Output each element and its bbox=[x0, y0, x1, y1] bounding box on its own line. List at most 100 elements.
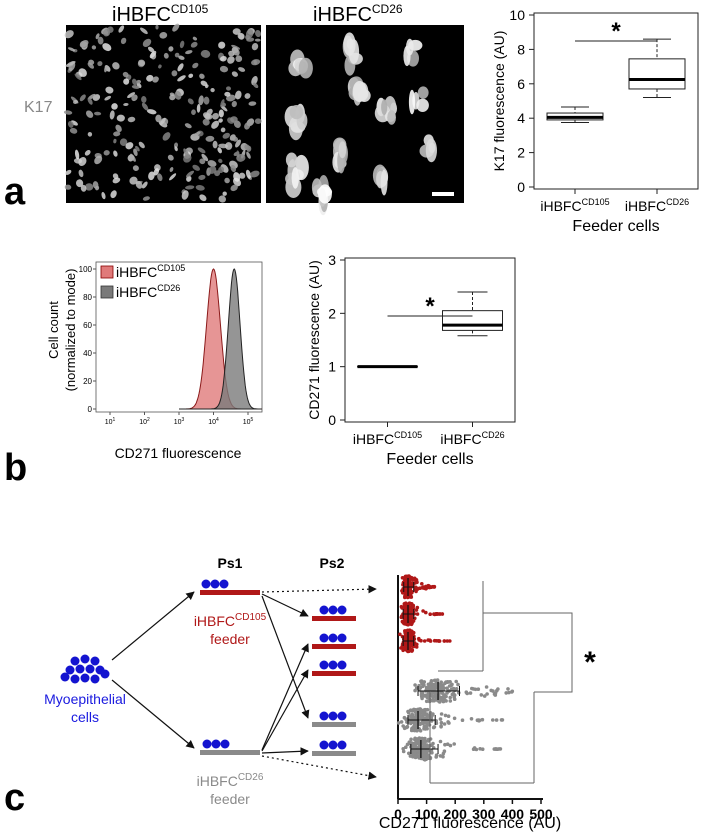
swarm-point bbox=[408, 647, 413, 652]
y-tick-label: 4 bbox=[517, 110, 525, 126]
histogram-ylabel-1: Cell count bbox=[46, 301, 61, 359]
swarm-point bbox=[415, 580, 419, 585]
swarm-point bbox=[420, 681, 424, 686]
swarm-point bbox=[446, 720, 450, 724]
swarm-point bbox=[415, 612, 420, 616]
y-tick-label: 6 bbox=[517, 76, 525, 92]
micrograph-title-cd26: iHBFCCD26 bbox=[313, 2, 403, 26]
swarm-point bbox=[445, 639, 450, 643]
swarm-point bbox=[425, 714, 430, 719]
histogram-series bbox=[179, 268, 262, 410]
swarm-point bbox=[411, 753, 416, 758]
swarm-point bbox=[478, 747, 482, 751]
swarm-point bbox=[409, 714, 414, 719]
swarm-point bbox=[491, 689, 495, 693]
swarm-point bbox=[449, 687, 454, 691]
swarm-point bbox=[465, 691, 470, 696]
swarm-point bbox=[404, 745, 408, 749]
swarm-point bbox=[409, 622, 414, 627]
y-tick-label: 1 bbox=[328, 359, 336, 375]
swarm-x-axis-label: CD271 fluorescence (AU) bbox=[379, 815, 561, 832]
swarm-point bbox=[400, 576, 405, 580]
swarm-point bbox=[435, 612, 439, 616]
swarm-point bbox=[424, 610, 428, 615]
plate-ps2-cd26 bbox=[312, 751, 356, 756]
feeder-label-cd26: iHBFCCD26 bbox=[197, 772, 264, 789]
swarm-point bbox=[470, 686, 474, 691]
swarm-point bbox=[413, 741, 418, 745]
swarm-point bbox=[438, 739, 443, 744]
cell-dot bbox=[337, 605, 347, 615]
swarm-point bbox=[423, 749, 428, 754]
swarm-point bbox=[424, 725, 429, 729]
swarm-point bbox=[435, 678, 440, 682]
swarm-point bbox=[439, 712, 444, 716]
cell-dot bbox=[70, 656, 80, 666]
swarm-point bbox=[412, 707, 416, 712]
histogram-x-tick-label: 104 bbox=[208, 417, 219, 426]
plate-ps2-cd105 bbox=[312, 644, 356, 649]
swarm-point bbox=[449, 683, 454, 688]
y-tick-label: 3 bbox=[328, 252, 336, 268]
swarm-point bbox=[442, 749, 447, 753]
swarm-point bbox=[439, 720, 444, 725]
passage-diagram bbox=[111, 579, 377, 780]
swarm-point bbox=[441, 699, 446, 704]
swarm-x-tick-label: 100 bbox=[415, 806, 439, 822]
swarm-point bbox=[434, 755, 439, 759]
cell-dot bbox=[75, 664, 85, 674]
arrow-ps1-ps2 bbox=[261, 643, 309, 751]
swarm-x-tick-label: 300 bbox=[472, 806, 496, 822]
swarm-point bbox=[413, 683, 417, 687]
arrow-ps1-ps2 bbox=[261, 747, 309, 756]
swarm-point bbox=[420, 692, 425, 697]
arrow-dotted-cd26 bbox=[261, 755, 377, 780]
plate-ps2-cd105 bbox=[312, 616, 356, 621]
swarm-point bbox=[406, 709, 411, 714]
swarm-point bbox=[482, 694, 487, 698]
swarm-point bbox=[445, 691, 449, 695]
swarm-point bbox=[432, 585, 436, 589]
swarm-x-tick-label: 0 bbox=[394, 806, 402, 822]
arrow-to-cd105 bbox=[111, 591, 195, 661]
cell-dot bbox=[210, 579, 220, 589]
swarm-point bbox=[425, 688, 429, 693]
cell-dot bbox=[319, 711, 329, 721]
swarm-point bbox=[425, 743, 429, 747]
swarm-point bbox=[507, 690, 511, 695]
swarm-point bbox=[406, 602, 411, 606]
swarm-point bbox=[412, 720, 416, 725]
swarm-point bbox=[452, 716, 457, 721]
legend-swatch-cd105 bbox=[100, 265, 114, 279]
swarm-point bbox=[439, 724, 443, 728]
histogram-x-tick-label: 101 bbox=[105, 417, 116, 426]
micrograph-title-cd105: iHBFCCD105 bbox=[112, 2, 209, 26]
cell-dot bbox=[90, 674, 100, 684]
x-group-label: iHBFCCD105 bbox=[540, 197, 609, 214]
cell-dot bbox=[100, 669, 110, 679]
swarm-point bbox=[499, 718, 504, 722]
cell-dot bbox=[319, 633, 329, 643]
swarm-point bbox=[409, 737, 413, 742]
swarm-point bbox=[457, 691, 461, 695]
swarm-point bbox=[399, 720, 404, 724]
cell-dot bbox=[337, 660, 347, 670]
swarm-point bbox=[480, 717, 485, 722]
swarm-point bbox=[452, 742, 457, 746]
swarm-point bbox=[479, 693, 484, 697]
histogram-legend: iHBFCCD105 iHBFCCD26 bbox=[100, 263, 185, 300]
micrograph-cd105 bbox=[63, 23, 262, 203]
y-tick-label: 0 bbox=[517, 179, 525, 195]
swarm-point bbox=[445, 686, 449, 690]
histogram-ylabel-2: (normalized to mode) bbox=[63, 269, 78, 392]
arrow-ps1-ps2 bbox=[261, 595, 310, 719]
plate-ps2-cd26 bbox=[312, 722, 356, 727]
cell-dot bbox=[85, 664, 95, 674]
swarm-point bbox=[424, 699, 429, 704]
histogram-y-tick-label: 60 bbox=[83, 321, 92, 330]
swarm-point bbox=[443, 681, 447, 685]
panel-a-letter: a bbox=[4, 171, 26, 213]
swarm-point bbox=[476, 687, 481, 691]
x-group-label: iHBFCCD105 bbox=[353, 430, 422, 447]
